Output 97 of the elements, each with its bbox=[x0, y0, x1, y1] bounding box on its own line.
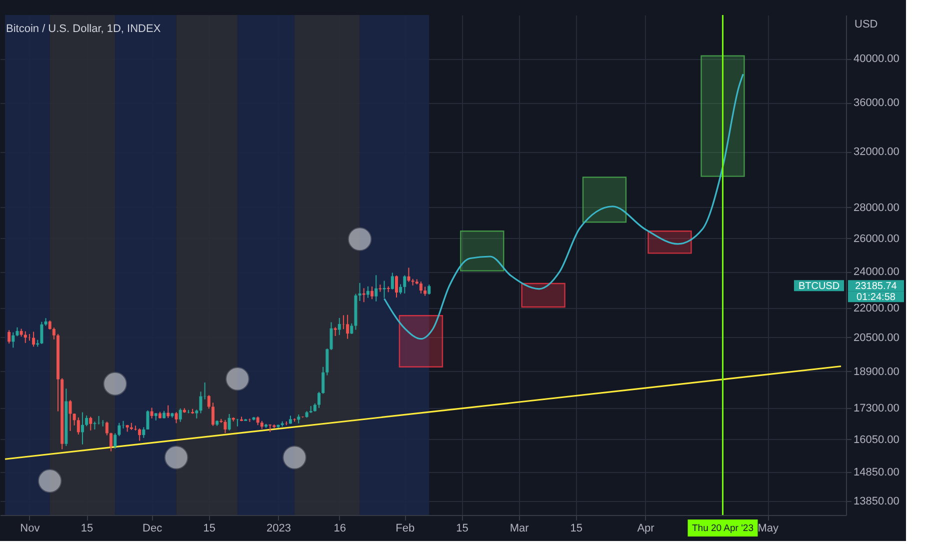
point bbox=[103, 372, 128, 396]
candlestick bbox=[72, 413, 76, 426]
x-tick-label: Feb bbox=[396, 522, 415, 534]
candlestick bbox=[40, 321, 44, 344]
x-tick-label: 15 bbox=[570, 522, 583, 534]
candlestick bbox=[330, 322, 333, 351]
y-tick-label: 32000.00 bbox=[854, 146, 900, 158]
bar bbox=[582, 176, 627, 223]
y-tick-label: 14850.00 bbox=[854, 466, 900, 478]
candlestick bbox=[424, 286, 427, 296]
candlestick bbox=[203, 382, 206, 400]
candlestick bbox=[80, 412, 84, 445]
x-tick-label: 16 bbox=[334, 522, 346, 534]
candlestick bbox=[85, 414, 88, 427]
candlestick bbox=[346, 314, 350, 340]
candlestick bbox=[174, 412, 178, 424]
y-tick-label: 36000.00 bbox=[854, 97, 900, 110]
candlestick bbox=[146, 410, 150, 430]
candlestick bbox=[407, 267, 410, 282]
candlestick bbox=[318, 391, 321, 408]
point bbox=[348, 227, 372, 251]
text: 01:24:58 bbox=[856, 292, 896, 304]
candlestick bbox=[48, 320, 52, 330]
y-tick-label: 17300.00 bbox=[854, 402, 900, 415]
y-tick-label: 13850.00 bbox=[854, 495, 900, 508]
candlestick bbox=[93, 421, 96, 430]
point bbox=[226, 366, 250, 391]
candlestick bbox=[322, 366, 325, 394]
candlestick bbox=[8, 330, 11, 344]
y-tick-label: 20500.00 bbox=[854, 332, 900, 344]
candlestick bbox=[52, 327, 56, 340]
y-tick-label: 28000.00 bbox=[854, 202, 900, 214]
candlestick bbox=[138, 428, 142, 442]
bar bbox=[648, 230, 692, 254]
annotation: BTCUSD bbox=[798, 281, 840, 292]
candlestick bbox=[358, 282, 362, 302]
candlestick bbox=[366, 286, 370, 298]
candlestick bbox=[419, 281, 422, 294]
candlestick bbox=[370, 286, 374, 300]
x-tick-label: 15 bbox=[456, 522, 468, 534]
candlestick bbox=[378, 284, 382, 292]
x-tick-label: Mar bbox=[510, 522, 530, 534]
candlestick bbox=[68, 400, 72, 432]
x-tick-label: 15 bbox=[203, 522, 216, 534]
y-tick-label: 24000.00 bbox=[854, 266, 900, 278]
x-tick-label: 2023 bbox=[266, 522, 291, 534]
line-series bbox=[383, 73, 744, 340]
candlestick bbox=[374, 274, 378, 302]
candlestick bbox=[224, 419, 227, 434]
bar bbox=[700, 55, 745, 177]
bar bbox=[460, 230, 504, 272]
text: 23185.74 bbox=[855, 281, 898, 292]
candlestick bbox=[199, 391, 202, 414]
candlestick bbox=[207, 394, 210, 410]
y-tick-label: 26000.00 bbox=[854, 232, 900, 245]
candlestick bbox=[228, 414, 231, 431]
candlestick bbox=[142, 426, 146, 438]
candlestick bbox=[150, 407, 154, 419]
candlestick bbox=[382, 280, 386, 298]
point bbox=[164, 446, 188, 470]
candlestick bbox=[110, 432, 113, 452]
candlestick bbox=[101, 420, 104, 427]
candlestick bbox=[350, 322, 354, 334]
candlestick bbox=[394, 275, 398, 298]
candlestick bbox=[390, 272, 394, 290]
candlestick bbox=[12, 332, 15, 348]
ref-line-label: Thu 20 Apr '23 bbox=[692, 523, 754, 534]
candlestick bbox=[89, 416, 92, 431]
candlestick bbox=[326, 348, 329, 376]
candlestick bbox=[399, 284, 402, 295]
x-tick-label: 15 bbox=[80, 522, 94, 534]
y-tick-label: 40000.00 bbox=[854, 53, 900, 66]
x-tick-label: Apr bbox=[637, 522, 655, 534]
point bbox=[38, 469, 62, 493]
candlestick bbox=[403, 274, 406, 294]
y-tick-label: 16050.00 bbox=[854, 434, 900, 446]
x-tick-label: Nov bbox=[20, 522, 40, 534]
bar bbox=[521, 282, 566, 308]
text: Bitcoin / U.S. Dollar, 1D, INDEX bbox=[6, 23, 162, 35]
y-axis-title: USD bbox=[854, 18, 878, 30]
candlestick bbox=[118, 422, 121, 437]
candlestick bbox=[211, 402, 214, 426]
y-tick-label: 22000.00 bbox=[854, 302, 900, 314]
x-tick-label: May bbox=[758, 522, 779, 534]
bar bbox=[398, 315, 444, 368]
candlestick bbox=[134, 425, 137, 431]
candlestick bbox=[32, 331, 36, 348]
candlestick bbox=[178, 408, 182, 422]
candlestick bbox=[76, 416, 80, 436]
point bbox=[282, 446, 306, 470]
candlestick bbox=[122, 420, 125, 429]
candlestick bbox=[105, 421, 108, 436]
candlestick bbox=[428, 284, 431, 296]
candlestick bbox=[338, 317, 341, 336]
x-tick-label: Dec bbox=[142, 522, 163, 534]
y-tick-label: 18900.00 bbox=[854, 366, 900, 378]
candlestick bbox=[114, 432, 117, 450]
